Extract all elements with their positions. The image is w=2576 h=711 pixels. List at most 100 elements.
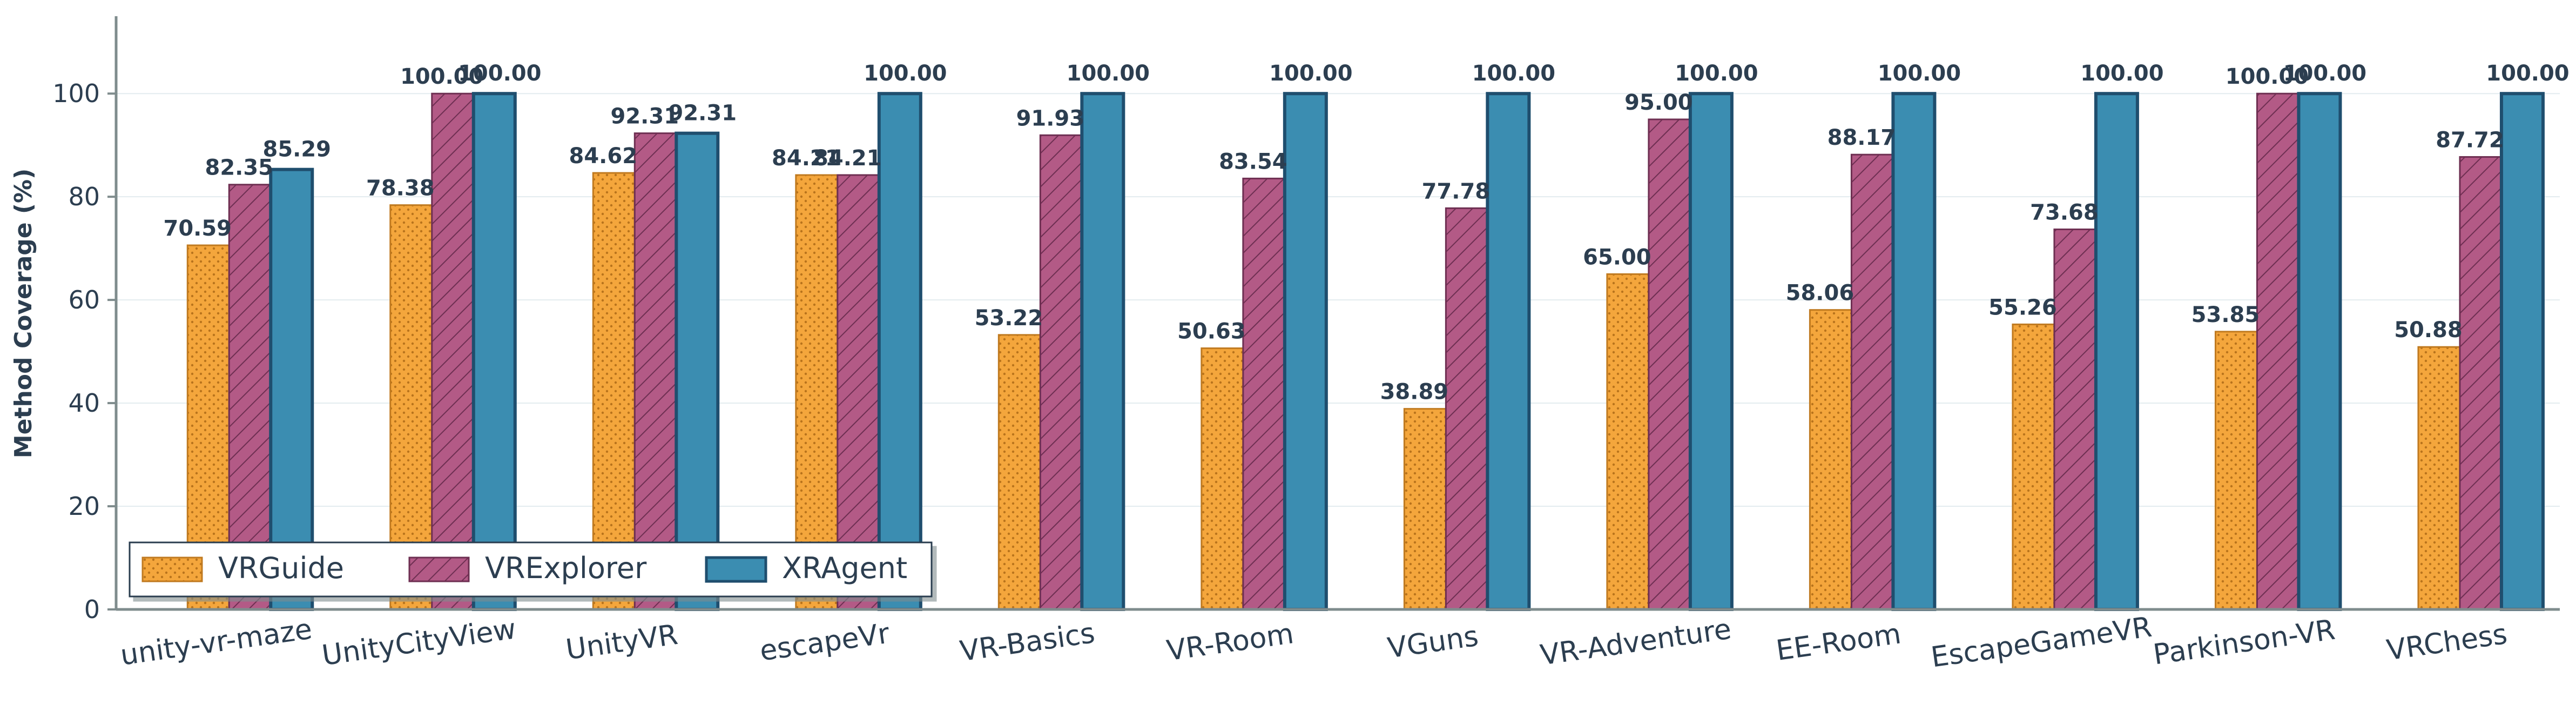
bar-xragent-vr-adventure <box>1688 92 1734 611</box>
x-tick-label: unity-vr-maze <box>118 613 314 672</box>
y-ticks: 0 20 40 60 80 100 <box>52 79 116 624</box>
value-label-xragent: 92.31 <box>669 101 737 126</box>
value-label-vrguide: 50.88 <box>2394 318 2463 343</box>
value-label-vrexplorer: 87.72 <box>2436 128 2504 152</box>
value-label-vrexplorer: 95.00 <box>1624 90 1693 115</box>
value-label-vrexplorer: 82.35 <box>205 156 273 180</box>
bar-vrexplorer-unityvr <box>633 132 677 611</box>
legend-label-vrexplorer: VRExplorer <box>485 551 647 585</box>
bar-xragent-ee-room <box>1891 92 1937 611</box>
legend: VRGuide VRExplorer XRAgent <box>129 541 933 598</box>
value-label-xragent: 100.00 <box>2486 61 2569 86</box>
x-tick-label: VR-Room <box>1165 618 1296 667</box>
value-label-vrguide: 53.85 <box>2191 303 2260 327</box>
bar-vrexplorer-escapevr <box>837 174 880 611</box>
bar-xragent-escapevr <box>877 92 922 611</box>
bar-vrexplorer-escapegamevr <box>2053 229 2097 611</box>
bar-vrexplorer-unitycityview <box>431 92 475 611</box>
bar-vrguide-vr-basics <box>997 334 1041 611</box>
x-tick-label: VRChess <box>2385 618 2510 667</box>
x-tick-label: Parkinson-VR <box>2152 614 2337 672</box>
legend-swatch-vrexplorer <box>408 556 470 582</box>
x-tick-label: EE-Room <box>1774 618 1903 667</box>
value-label-vrguide: 50.63 <box>1177 319 1246 344</box>
value-label-xragent: 85.29 <box>262 137 331 162</box>
x-tick-label: VR-Adventure <box>1538 613 1733 672</box>
value-label-xragent: 100.00 <box>1675 61 1758 86</box>
value-label-vrexplorer: 88.17 <box>1828 125 1896 150</box>
bar-vrexplorer-vrchess <box>2459 156 2503 611</box>
value-label-vrguide: 84.62 <box>569 144 638 169</box>
y-tick-label: 80 <box>68 182 100 211</box>
bars <box>186 92 2545 612</box>
value-label-vrexplorer: 77.78 <box>1422 179 1491 204</box>
value-label-xragent: 100.00 <box>1472 61 1555 86</box>
y-tick-label: 40 <box>68 388 100 418</box>
bar-xragent-vr-room <box>1283 92 1328 611</box>
value-label-vrguide: 84.21 <box>772 146 840 171</box>
bar-vrexplorer-vr-adventure <box>1648 118 1691 611</box>
bar-vrguide-parkinson-vr <box>2214 331 2258 611</box>
x-tick-label: escapeVr <box>758 618 892 668</box>
value-label-vrguide: 78.38 <box>366 176 435 201</box>
legend-label-xragent: XRAgent <box>782 551 907 585</box>
bar-vrexplorer-vr-room <box>1242 177 1286 611</box>
bar-vrguide-escapegamevr <box>2012 323 2055 611</box>
value-label-vrexplorer: 83.54 <box>1219 149 1287 174</box>
value-label-vrguide: 53.22 <box>975 306 1043 331</box>
legend-swatch-vrguide <box>141 556 203 582</box>
value-label-vrexplorer: 92.31 <box>611 104 679 129</box>
gridlines <box>116 93 2560 507</box>
value-label-xragent: 100.00 <box>1269 61 1352 86</box>
value-label-xragent: 100.00 <box>1878 61 1961 86</box>
bar-vrguide-ee-room <box>1809 309 1852 611</box>
y-tick-label: 60 <box>68 285 100 314</box>
bar-vrexplorer-vguns <box>1445 207 1488 611</box>
value-label-xragent: 100.00 <box>2283 61 2366 86</box>
value-label-xragent: 100.00 <box>864 61 947 86</box>
value-label-vrexplorer: 91.93 <box>1016 106 1085 131</box>
legend-label-vrguide: VRGuide <box>218 551 344 585</box>
value-label-xragent: 100.00 <box>458 61 541 86</box>
value-label-vrexplorer: 84.21 <box>813 146 882 171</box>
y-tick-label: 0 <box>84 595 100 624</box>
bar-vrguide-vguns <box>1403 408 1447 611</box>
bar-xragent-unitycityview <box>471 92 517 611</box>
bar-vrguide-vrchess <box>2417 346 2461 611</box>
value-label-xragent: 100.00 <box>1067 61 1150 86</box>
bar-vrguide-unityvr <box>592 172 636 611</box>
x-tick-label: UnityCityView <box>320 613 518 672</box>
bar-xragent-vguns <box>1486 92 1531 611</box>
axes <box>114 16 2560 611</box>
bar-xragent-unity-vr-maze <box>269 167 314 612</box>
legend-box <box>129 541 933 598</box>
value-label-vrguide: 58.06 <box>1786 281 1855 306</box>
x-tick-label: UnityVR <box>564 619 680 666</box>
x-tick-label: EscapeGameVR <box>1929 611 2154 674</box>
bar-xragent-parkinson-vr <box>2297 92 2342 611</box>
value-label-vrexplorer: 73.68 <box>2030 200 2099 225</box>
value-label-vrexplorer: 100.00 <box>400 64 483 89</box>
legend-swatch-xragent <box>705 556 767 583</box>
value-label-vrguide: 55.26 <box>1988 295 2057 320</box>
x-tick-label: VR-Basics <box>958 617 1097 668</box>
y-tick-label: 100 <box>52 79 100 108</box>
x-tick-label: VGuns <box>1386 620 1481 665</box>
value-labels: 70.5982.3585.2978.38100.00100.0084.6292.… <box>163 61 2569 404</box>
value-label-vrguide: 65.00 <box>1583 245 1651 270</box>
y-tick-label: 20 <box>68 492 100 521</box>
bar-vrguide-vr-room <box>1201 347 1244 611</box>
bar-xragent-vrchess <box>2499 92 2545 611</box>
value-label-vrguide: 38.89 <box>1380 380 1449 405</box>
bar-xragent-vr-basics <box>1080 92 1125 611</box>
bar-xragent-unityvr <box>675 131 720 611</box>
bar-vrexplorer-vr-basics <box>1039 134 1083 611</box>
bar-vrexplorer-parkinson-vr <box>2256 92 2299 611</box>
x-ticks: unity-vr-maze UnityCityView UnityVR escapeV… <box>118 611 2509 674</box>
bar-xragent-escapegamevr <box>2094 92 2139 611</box>
bar-vrexplorer-ee-room <box>1850 153 1894 611</box>
value-label-vrexplorer: 100.00 <box>2226 64 2309 89</box>
y-axis-title: Method Coverage (%) <box>10 169 37 458</box>
bar-vrguide-vr-adventure <box>1606 273 1650 611</box>
